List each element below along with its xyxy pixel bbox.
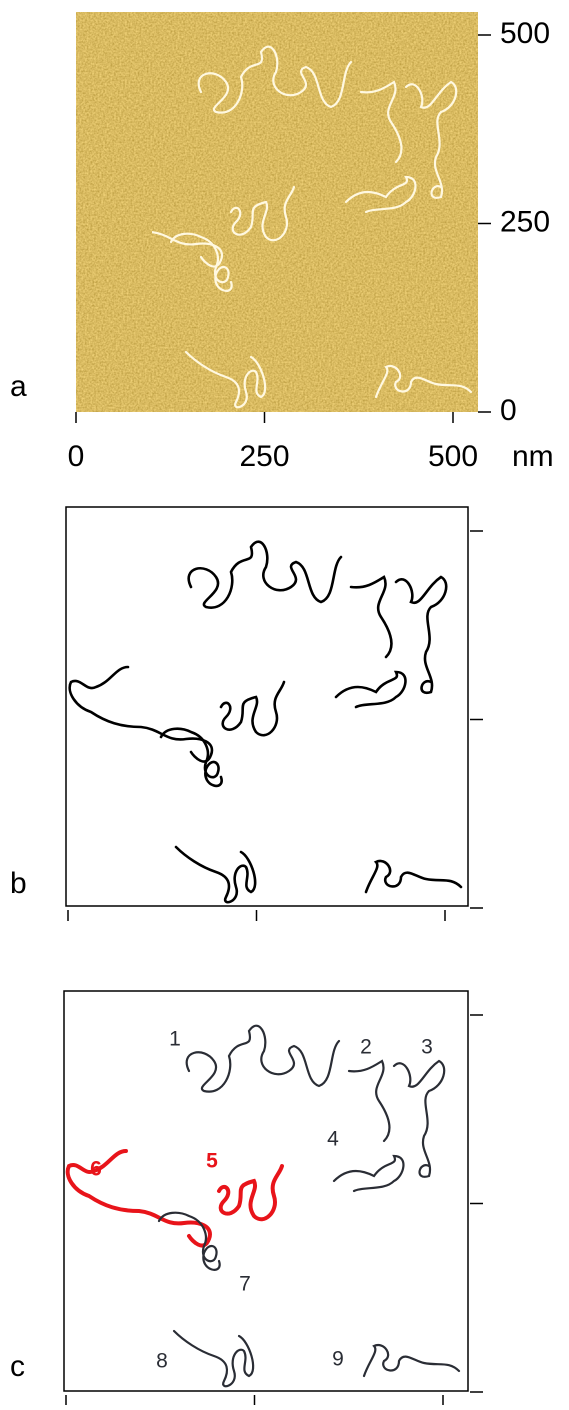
- molecule-trace: [172, 1329, 255, 1388]
- molecule-trace: [187, 540, 343, 609]
- molecule-label: 3: [421, 1036, 433, 1059]
- molecule-trace: [374, 364, 473, 399]
- molecule-label: 6: [90, 1158, 102, 1181]
- x-tick-label: 500: [428, 440, 478, 473]
- panel-label: a: [10, 370, 27, 403]
- molecule-trace: [159, 727, 223, 788]
- y-tick-label: 250: [500, 205, 550, 238]
- molecule-label: 9: [332, 1348, 344, 1371]
- molecule-trace: [185, 1024, 341, 1093]
- molecule-label: 2: [360, 1036, 372, 1059]
- molecule-trace: [359, 80, 403, 164]
- molecule-trace: [394, 575, 448, 695]
- traces: [68, 540, 463, 904]
- molecule-trace: [157, 1211, 221, 1271]
- afm-image: [76, 12, 478, 412]
- axis-unit: nm: [512, 440, 554, 473]
- molecule-trace: [152, 231, 224, 268]
- molecule-trace: [229, 185, 296, 242]
- molecule-trace: [219, 680, 286, 737]
- molecule-trace: [347, 1059, 391, 1143]
- molecule-trace: [217, 1164, 284, 1222]
- traces: [152, 45, 473, 409]
- panel-frame: [65, 506, 469, 907]
- x-tick-label: 250: [239, 440, 289, 473]
- molecule-label: 8: [156, 1350, 168, 1373]
- molecule-label: 7: [239, 1273, 251, 1296]
- y-tick-label: 500: [500, 17, 550, 50]
- molecule-label: 5: [206, 1150, 218, 1173]
- molecule-label: 4: [327, 1128, 339, 1151]
- molecule-trace: [364, 859, 463, 894]
- molecule-trace: [404, 80, 458, 199]
- molecule-trace: [174, 845, 257, 904]
- molecule-label: 1: [169, 1028, 181, 1051]
- molecule-trace: [197, 45, 353, 114]
- molecule-trace: [392, 1059, 446, 1178]
- molecule-trace: [349, 575, 393, 659]
- molecule-trace: [184, 350, 267, 409]
- molecule-trace: [344, 175, 417, 214]
- molecule-trace: [68, 665, 214, 763]
- molecule-trace: [334, 670, 407, 709]
- molecule-trace: [362, 1343, 461, 1378]
- molecule-trace: [169, 232, 233, 292]
- panel-label: b: [10, 867, 27, 900]
- molecule-trace: [332, 1154, 405, 1193]
- y-tick-label: 0: [500, 394, 517, 427]
- molecule-trace: [65, 1149, 212, 1248]
- panel-frame: [63, 990, 469, 1392]
- traces: [65, 1024, 461, 1388]
- x-tick-label: 0: [68, 440, 85, 473]
- panel-label: c: [10, 1350, 25, 1383]
